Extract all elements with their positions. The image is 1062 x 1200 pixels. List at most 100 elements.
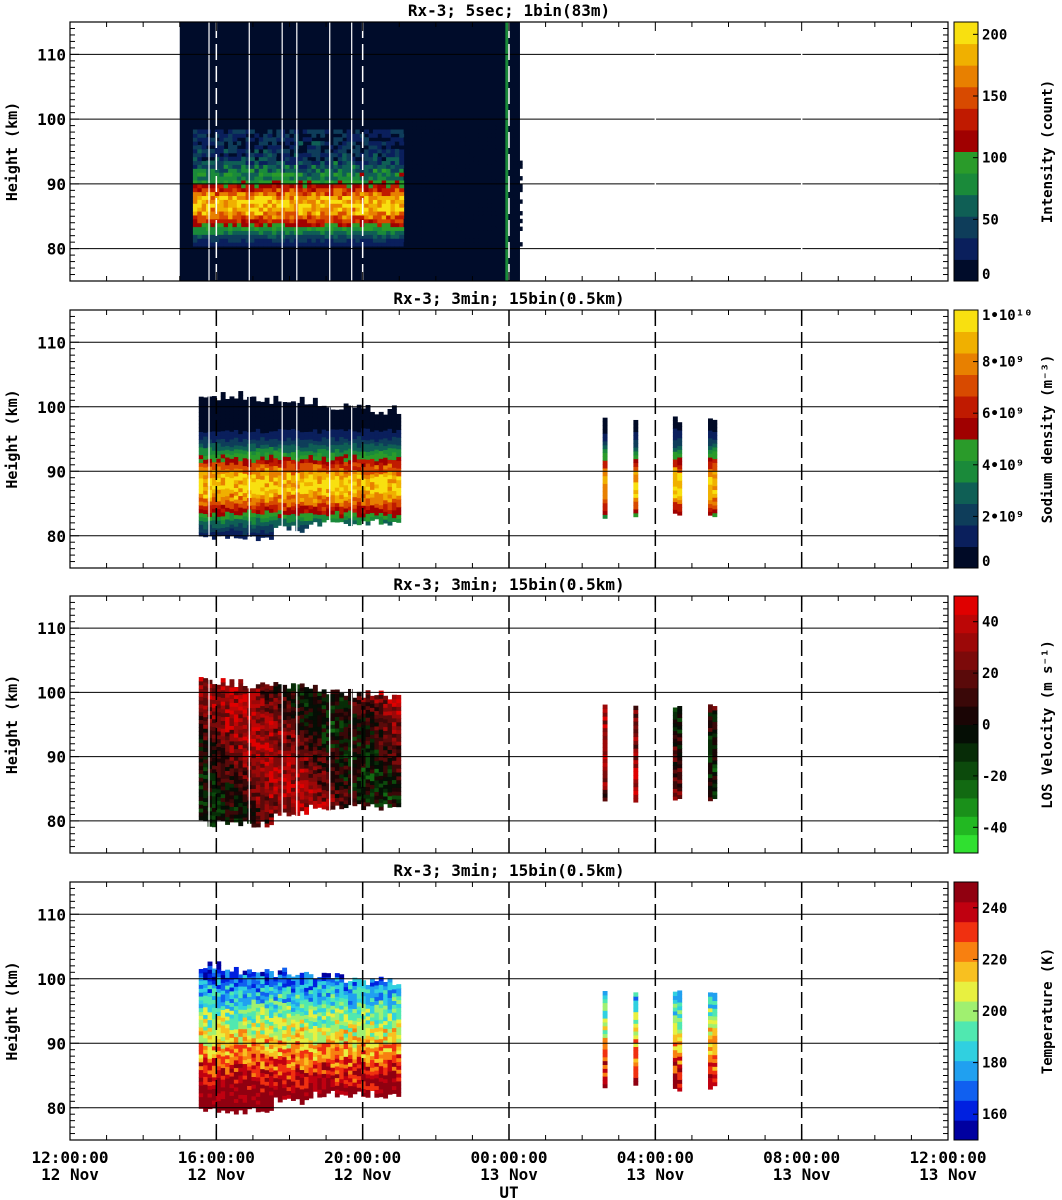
heatmap-cell — [390, 242, 396, 247]
heatmap-cell — [348, 452, 353, 457]
heatmap-cell — [374, 695, 380, 700]
heatmap-cell — [369, 504, 375, 510]
heatmap-cell — [333, 183, 339, 189]
heatmap-cell — [342, 238, 348, 243]
heatmap-cell — [264, 478, 270, 484]
heatmap-cell — [290, 416, 296, 422]
heatmap-cell — [369, 734, 375, 739]
heatmap-cell — [315, 145, 321, 150]
heatmap-cell — [211, 738, 217, 743]
heatmap-cell — [220, 747, 226, 752]
heatmap-cell — [342, 211, 348, 216]
heatmap-cell — [672, 505, 678, 510]
heatmap-cell — [311, 214, 317, 220]
heatmap-cell — [317, 764, 323, 770]
heatmap-cell — [478, 207, 484, 212]
heatmap-cell — [214, 183, 220, 189]
heatmap-cell — [220, 693, 226, 698]
heatmap-cell — [361, 431, 367, 437]
heatmap-cell — [254, 214, 260, 220]
heatmap-cell — [242, 770, 248, 776]
heatmap-cell — [302, 222, 308, 228]
heatmap-cell — [251, 473, 257, 479]
heatmap-cell — [364, 168, 370, 173]
heatmap-cell — [712, 435, 718, 440]
heatmap-cell — [355, 230, 361, 235]
heatmap-cell — [229, 500, 235, 506]
heatmap-cell — [312, 413, 318, 418]
heatmap-cell — [210, 168, 216, 173]
heatmap-cell — [203, 432, 209, 437]
heatmap-cell — [361, 747, 367, 753]
heatmap-cell — [216, 477, 222, 483]
heatmap-cell — [672, 428, 678, 433]
heatmap-cell — [387, 439, 393, 445]
heatmap-cell — [211, 477, 217, 482]
heatmap-cell — [304, 795, 310, 800]
heatmap-cell — [198, 431, 204, 436]
heatmap-cell — [491, 226, 497, 231]
heatmap-cell — [251, 470, 257, 475]
heatmap-cell — [391, 478, 397, 484]
heatmap-cell — [348, 793, 353, 798]
heatmap-cell — [304, 760, 310, 765]
heatmap-cell — [372, 214, 378, 220]
heatmap-cell — [282, 402, 288, 407]
heatmap-cell — [396, 429, 402, 434]
colorbar-swatch — [954, 353, 978, 375]
heatmap-cell — [258, 207, 264, 212]
heatmap-cell — [374, 468, 380, 473]
heatmap-cell — [263, 152, 269, 158]
heatmap-cell — [299, 764, 305, 769]
heatmap-cell — [273, 419, 279, 424]
heatmap-cell — [267, 230, 273, 235]
heatmap-cell — [311, 160, 317, 165]
heatmap-cell — [216, 497, 222, 502]
heatmap-cell — [369, 516, 375, 521]
heatmap-cell — [712, 427, 718, 432]
heatmap-cell — [672, 478, 678, 483]
heatmap-cell — [299, 470, 305, 475]
heatmap-cell — [192, 214, 198, 220]
heatmap-cell — [282, 692, 288, 697]
heatmap-cell — [334, 487, 340, 492]
heatmap-cell — [245, 203, 251, 208]
heatmap-cell — [399, 211, 405, 216]
heatmap-cell — [273, 488, 279, 494]
heatmap-cell — [677, 426, 683, 431]
heatmap-cell — [225, 418, 231, 423]
heatmap-cell — [342, 160, 348, 165]
heatmap-cell — [321, 712, 327, 717]
heatmap-cell — [229, 775, 235, 780]
heatmap-cell — [298, 211, 304, 216]
heatmap-cell — [192, 238, 198, 243]
heatmap-cell — [255, 715, 261, 720]
heatmap-cell — [251, 746, 257, 751]
heatmap-cell — [356, 741, 362, 747]
heatmap-cell — [326, 434, 331, 439]
heatmap-cell — [369, 780, 375, 785]
heatmap-cell — [273, 759, 279, 764]
heatmap-cell — [339, 440, 345, 445]
heatmap-cell — [216, 485, 222, 490]
heatmap-cell — [321, 463, 327, 469]
heatmap-cell — [264, 819, 270, 824]
heatmap-cell — [304, 512, 310, 518]
heatmap-cell — [361, 512, 367, 518]
heatmap-cell — [491, 214, 497, 220]
heatmap-cell — [342, 172, 348, 177]
heatmap-cell — [396, 464, 402, 469]
heatmap-cell — [223, 211, 229, 216]
heatmap-cell — [264, 463, 270, 468]
heatmap-cell — [320, 218, 326, 224]
heatmap-cell — [383, 430, 389, 435]
heatmap-cell — [368, 176, 374, 181]
heatmap-cell — [352, 774, 358, 780]
heatmap-cell — [229, 717, 235, 723]
heatmap-cell — [210, 164, 216, 169]
heatmap-cell — [286, 502, 292, 508]
heatmap-cell — [317, 699, 323, 704]
heatmap-cell — [677, 480, 683, 485]
heatmap-cell — [369, 512, 375, 517]
